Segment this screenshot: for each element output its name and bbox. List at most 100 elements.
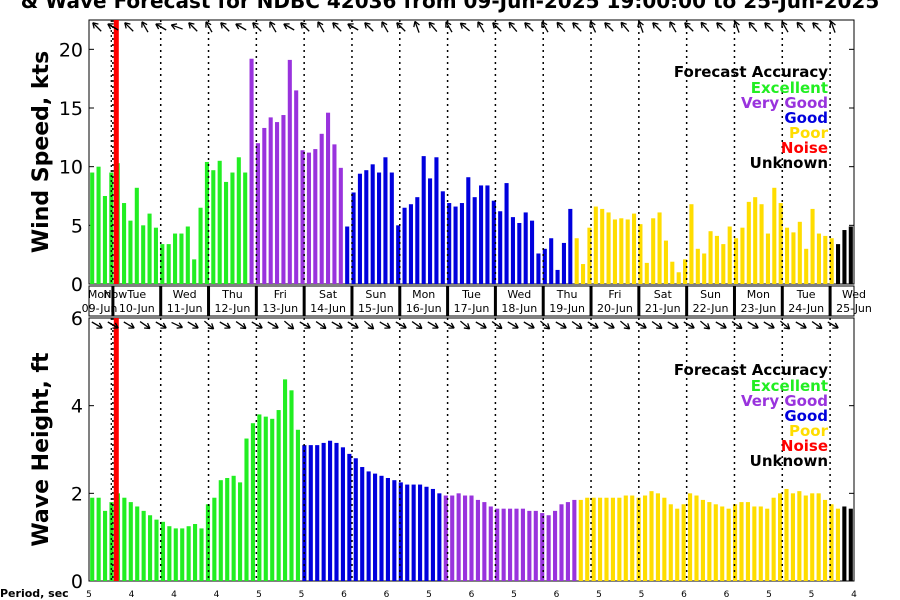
arrow-head [764, 22, 771, 29]
direction-arrow [541, 21, 549, 33]
arrow-shaft [141, 21, 149, 33]
arrow-head [144, 322, 151, 330]
bar [289, 390, 294, 581]
direction-arrow [459, 320, 471, 330]
bar [154, 519, 159, 581]
y-tick-label: 10 [59, 157, 83, 179]
arrow-head [733, 20, 740, 28]
direction-arrow [733, 20, 740, 33]
bar [90, 172, 95, 284]
arrow-shaft [331, 321, 343, 329]
arrow-shaft [267, 321, 279, 329]
direction-arrow [235, 321, 247, 330]
bar [377, 172, 382, 284]
bar [523, 212, 528, 284]
arrow-shaft [396, 22, 406, 32]
arrow-head [300, 22, 307, 29]
arrow-shaft [124, 22, 134, 32]
arrow-shaft [347, 321, 359, 329]
arrow-shaft [205, 21, 213, 33]
bar [632, 213, 637, 284]
direction-arrow [445, 21, 453, 33]
period-value: 6 [724, 590, 730, 600]
arrow-head [508, 21, 515, 29]
bar [619, 218, 624, 284]
bar [262, 127, 267, 284]
bar [173, 233, 178, 284]
bar [700, 499, 705, 581]
arrow-shaft [556, 21, 566, 33]
arrow-shaft [459, 320, 471, 330]
bar [578, 499, 583, 581]
bar [810, 493, 815, 581]
bar [553, 510, 558, 581]
direction-arrow [781, 21, 789, 33]
direction-arrow [155, 23, 167, 31]
bar [463, 495, 468, 581]
bar [306, 152, 311, 284]
bar [842, 230, 847, 284]
bar [591, 497, 596, 581]
arrow-shaft [731, 321, 743, 329]
direction-arrow [779, 320, 791, 330]
arrow-head [477, 21, 484, 28]
arrow-head [128, 322, 135, 329]
bar [848, 508, 853, 581]
direction-arrow [524, 22, 534, 32]
arrow-shaft [252, 22, 262, 32]
bar [396, 225, 401, 284]
arrow-head [496, 322, 503, 330]
bar [733, 504, 738, 581]
bar [533, 510, 538, 581]
bar [421, 156, 426, 284]
bar [128, 220, 133, 284]
bar [326, 112, 331, 284]
period-value: 4 [214, 590, 220, 600]
legend-item: Excellent [751, 79, 828, 97]
arrow-head [192, 322, 199, 329]
bar [555, 269, 560, 284]
direction-arrow [220, 22, 230, 32]
date-label: 23-Jun [740, 302, 776, 315]
y-axis-label: Wave Height, ft [29, 352, 54, 547]
bar [276, 410, 281, 581]
direction-arrow [347, 23, 359, 31]
arrow-head [560, 322, 567, 329]
bar [148, 515, 153, 581]
arrow-head [364, 22, 371, 29]
arrow-shaft [669, 21, 677, 33]
day-of-week-label: Tue [796, 288, 816, 301]
direction-arrow [667, 321, 679, 329]
bar [300, 150, 305, 284]
direction-arrow [492, 22, 502, 32]
arrow-shaft [638, 21, 644, 33]
direction-arrow [652, 22, 662, 32]
bar [243, 172, 248, 284]
bar [236, 157, 241, 284]
arrow-head [620, 21, 627, 29]
arrow-head [176, 322, 183, 329]
bar [212, 497, 217, 581]
arrow-shaft [684, 22, 694, 32]
direction-arrow [92, 22, 102, 32]
bar [823, 499, 828, 581]
bar [752, 506, 757, 581]
arrow-head [256, 322, 263, 329]
bar [746, 201, 751, 284]
direction-arrow [252, 22, 262, 32]
arrow-shaft [445, 21, 453, 33]
arrow-head [796, 21, 803, 29]
arrow-head [783, 323, 791, 330]
bar [109, 502, 114, 581]
direction-arrow [477, 21, 485, 33]
bar [530, 220, 535, 284]
y-tick-label: 0 [71, 571, 83, 593]
arrow-shaft [269, 21, 277, 33]
direction-arrow [170, 23, 183, 30]
date-label: 21-Jun [645, 302, 681, 315]
direction-arrow [363, 320, 375, 330]
arrow-head [252, 22, 259, 29]
arrow-head [220, 22, 227, 29]
arrow-shaft [220, 22, 230, 32]
day-of-week-label: Sun [365, 288, 386, 301]
